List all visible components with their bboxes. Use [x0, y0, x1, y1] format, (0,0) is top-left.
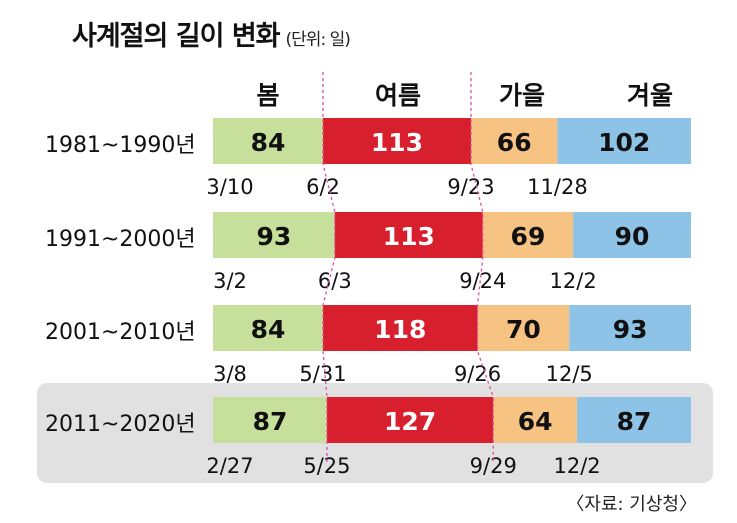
- bar-segment: [477, 305, 570, 351]
- data-label: 66: [497, 128, 532, 157]
- date-label: 9/24: [459, 269, 506, 293]
- date-label: 3/8: [213, 362, 247, 386]
- data-label: 127: [384, 407, 436, 436]
- boundary-line: [470, 72, 494, 463]
- bar-segment: [334, 212, 483, 258]
- data-label: 118: [374, 315, 426, 344]
- date-label: 3/10: [206, 175, 253, 199]
- legend-0: 봄: [256, 81, 279, 110]
- data-label: 93: [256, 222, 291, 251]
- date-label: 9/29: [470, 454, 517, 478]
- data-label: 84: [251, 128, 286, 157]
- date-label: 5/25: [303, 454, 350, 478]
- data-label: 84: [251, 315, 286, 344]
- data-label: 64: [518, 407, 553, 436]
- data-label: 102: [598, 128, 650, 157]
- date-label: 12/2: [550, 269, 597, 293]
- data-label: 113: [383, 222, 435, 251]
- data-label: 70: [506, 315, 541, 344]
- data-label: 90: [615, 222, 650, 251]
- bar-segment: [323, 305, 478, 351]
- legend-2: 가을: [499, 81, 545, 110]
- date-label: 5/31: [299, 362, 346, 386]
- data-label: 113: [371, 128, 423, 157]
- data-label: 93: [613, 315, 648, 344]
- bar-segment: [577, 397, 691, 443]
- category-label: 2011~2020년: [45, 412, 196, 437]
- bar-segment: [213, 305, 324, 351]
- bar-segment: [493, 397, 578, 443]
- bar-segment: [213, 212, 335, 258]
- data-label: 69: [511, 222, 546, 251]
- data-label: 87: [253, 407, 288, 436]
- bar-segment: [323, 118, 471, 164]
- boundary-line: [322, 72, 336, 463]
- date-label: 11/28: [527, 175, 588, 199]
- source-label: 〈자료: 기상청〉: [566, 494, 697, 515]
- bar-segment: [557, 118, 691, 164]
- date-label: 3/2: [213, 269, 247, 293]
- date-label: 9/23: [447, 175, 494, 199]
- chart-title: 사계절의 길이 변화 (단위: 일): [72, 21, 351, 52]
- data-label: 87: [617, 407, 652, 436]
- bar-segment: [213, 397, 327, 443]
- legend-1: 여름: [375, 81, 421, 110]
- category-label: 1981~1990년: [45, 133, 196, 158]
- date-label: 12/5: [546, 362, 593, 386]
- bar-segment: [470, 118, 558, 164]
- bar-segment: [326, 397, 494, 443]
- date-label: 2/27: [206, 454, 253, 478]
- legend-3: 겨울: [627, 81, 673, 110]
- bar-segment: [213, 118, 324, 164]
- date-label: 9/26: [454, 362, 501, 386]
- bar-segment: [573, 212, 691, 258]
- category-label: 2001~2010년: [45, 320, 196, 345]
- unit-label: (단위: 일): [285, 30, 351, 50]
- category-label: 1991~2000년: [45, 227, 196, 252]
- bar-segment: [569, 305, 691, 351]
- date-label: 6/3: [318, 269, 352, 293]
- date-label: 6/2: [306, 175, 340, 199]
- bar-segment: [482, 212, 574, 258]
- date-label: 12/2: [553, 454, 600, 478]
